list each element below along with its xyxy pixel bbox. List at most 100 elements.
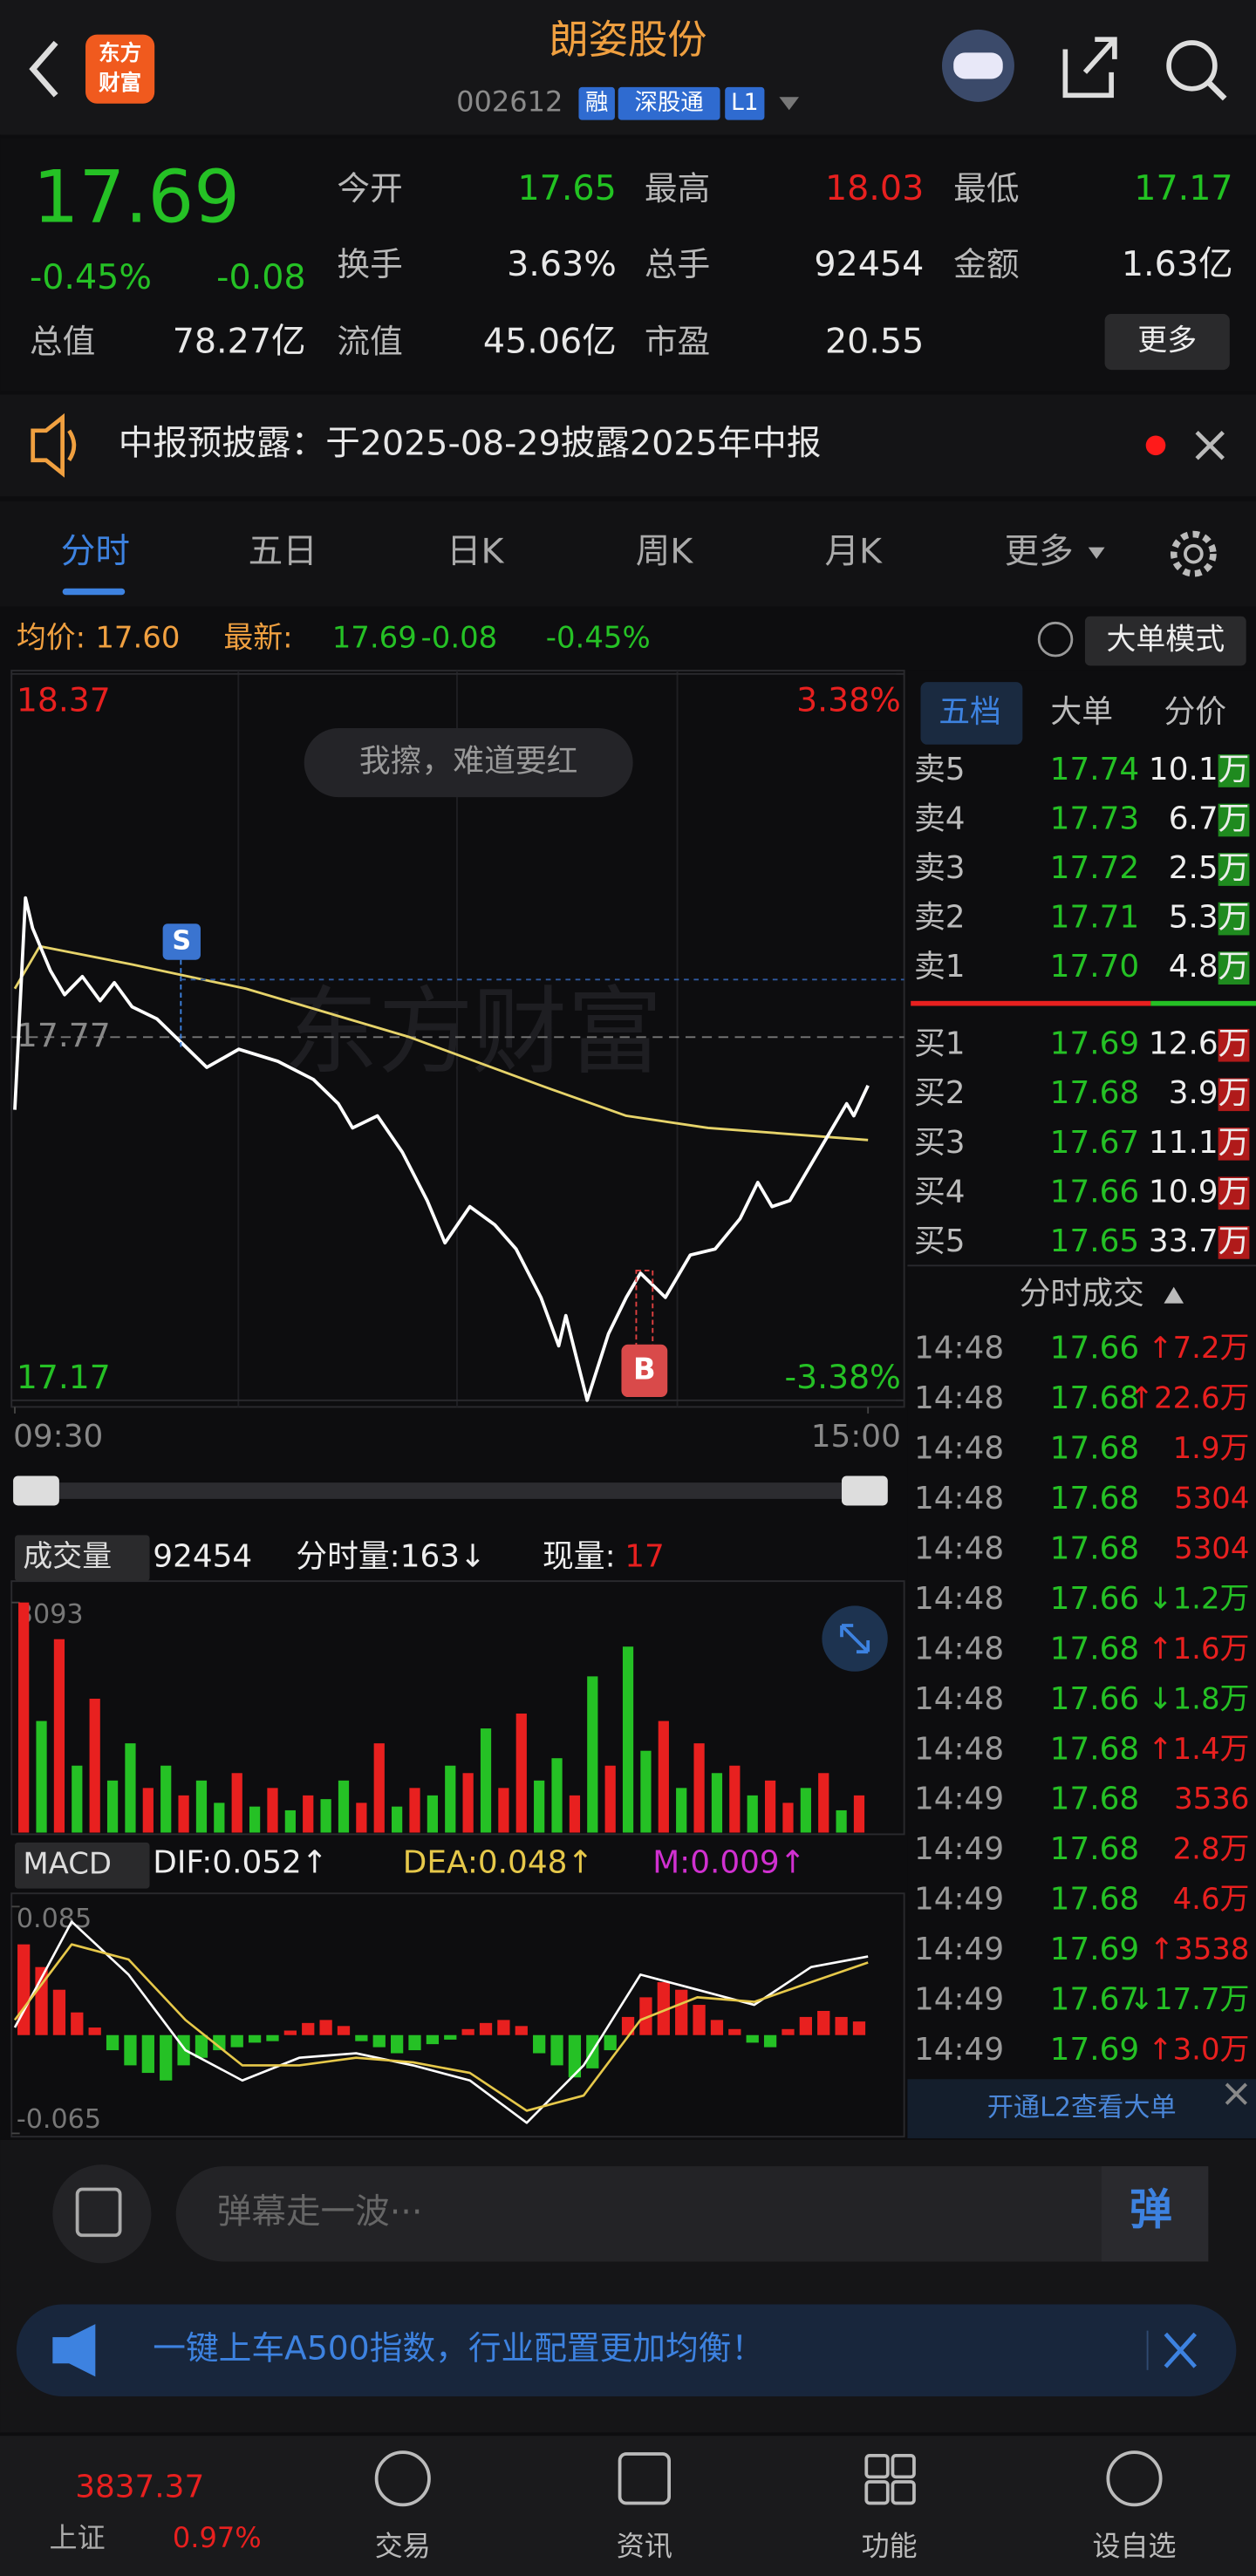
notes-icon[interactable]: [52, 2164, 152, 2264]
tab-underline: [62, 588, 126, 596]
trade-volume: 1.9万: [1173, 1431, 1250, 1465]
help-icon[interactable]: [1037, 621, 1074, 658]
label: 现量:: [543, 1539, 616, 1575]
tab[interactable]: 五日: [249, 532, 317, 572]
volume-bar: [267, 1788, 278, 1833]
logo-text: 东方: [99, 40, 141, 65]
scroll-handle[interactable]: [842, 1475, 888, 1506]
book-price: 17.65: [1050, 1223, 1139, 1259]
x-tick-label: 15:00: [811, 1419, 901, 1455]
volume-bar: [303, 1795, 314, 1833]
book-tab[interactable]: 五档: [939, 694, 1001, 730]
book-tab[interactable]: 分价: [1164, 694, 1226, 730]
nav-item[interactable]: 设自选: [1092, 2529, 1176, 2562]
banner-close[interactable]: [1164, 2332, 1197, 2368]
tab[interactable]: 日K: [447, 532, 505, 572]
trade-price: 17.69: [1050, 1932, 1139, 1967]
more-button[interactable]: [1104, 313, 1230, 371]
dropdown-icon: [779, 97, 800, 111]
input-box[interactable]: [175, 2166, 1209, 2262]
buy-marker: [621, 1344, 668, 1398]
label: DEA:0.048↑: [403, 1844, 594, 1880]
share-icon[interactable]: [1062, 37, 1117, 99]
change: -0.08: [216, 257, 305, 297]
back-icon[interactable]: [29, 40, 58, 98]
trade-price: 17.68: [1050, 1831, 1139, 1867]
book-tab[interactable]: 大单: [1050, 694, 1113, 730]
trade-volume: ↓1.8万: [1148, 1681, 1249, 1715]
book-bg: [907, 670, 1256, 2137]
book-unit-bg: [1218, 951, 1250, 985]
trade-volume: 4.6万: [1173, 1882, 1250, 1916]
macd-bar: [604, 2034, 617, 2051]
nav-item[interactable]: 交易: [375, 2529, 431, 2562]
macd-bar: [355, 2034, 368, 2041]
trade-time: 14:48: [914, 1731, 1004, 1767]
field-label: 今开: [337, 169, 402, 208]
nav-item[interactable]: 功能: [862, 2529, 918, 2562]
tab[interactable]: 分时: [61, 532, 130, 572]
tab[interactable]: 更多: [1005, 532, 1074, 572]
label: M:0.009↑: [652, 1844, 805, 1880]
macd-bar: [372, 2034, 386, 2048]
volume-bar: [392, 1806, 403, 1833]
field-label: 最低: [953, 169, 1019, 208]
label[interactable]: 开通L2查看大单: [987, 2093, 1177, 2123]
field-value: 18.03: [825, 168, 924, 208]
book-volume: 5.3万: [1169, 900, 1250, 936]
macd-bar: [728, 2028, 741, 2035]
book-label: 买5: [914, 1223, 966, 1259]
notice-dot: [1145, 435, 1166, 456]
volume-bar: [320, 1799, 331, 1833]
y-tick-label: 18.37: [17, 680, 111, 719]
banner-bg[interactable]: [16, 2304, 1237, 2396]
trade-volume: ↑3.0万: [1148, 2033, 1249, 2067]
macd-bar: [461, 2028, 474, 2035]
book-price: 17.74: [1050, 752, 1139, 787]
notice-text: 中报预披露：于2025-08-29披露2025年中报: [119, 423, 822, 463]
volume-bar: [427, 1795, 439, 1833]
macd-bar: [390, 2034, 404, 2054]
volume-bar: [106, 1780, 119, 1833]
label[interactable]: 3837.37: [75, 2470, 204, 2505]
volume-bar: [693, 1743, 705, 1833]
tab[interactable]: 月K: [824, 532, 883, 572]
book-price: 17.66: [1050, 1174, 1139, 1210]
macd-bar: [657, 1982, 670, 2035]
label: 分时量:163↓: [296, 1539, 486, 1575]
menu-box[interactable]: [14, 1842, 150, 1889]
mode-button[interactable]: [1084, 616, 1246, 666]
tab[interactable]: 周K: [636, 532, 694, 572]
volume-bar: [640, 1750, 652, 1833]
y-tick-label: 17.17: [17, 1358, 111, 1396]
notice-close[interactable]: [1195, 431, 1225, 460]
trade-time: 14:49: [914, 1932, 1004, 1967]
macd-bar: [283, 2030, 297, 2035]
nav-item[interactable]: 资讯: [617, 2529, 672, 2562]
label: MACD: [23, 1847, 112, 1881]
trade-volume: ↑3538: [1150, 1932, 1250, 1966]
volume-bar: [445, 1765, 456, 1833]
macd-bar: [515, 2026, 528, 2035]
volume-bar: [836, 1809, 847, 1833]
macd-bar: [141, 2034, 154, 2074]
settings-icon[interactable]: [1170, 530, 1217, 577]
macd-bar: [88, 2027, 101, 2035]
trade-time: 14:48: [914, 1581, 1004, 1617]
price-line: [13, 896, 870, 1402]
book-divider: [911, 1000, 1151, 1006]
volume-bar: [534, 1780, 545, 1833]
volume-bar: [498, 1788, 509, 1833]
stock-name: 朗姿股份: [550, 17, 707, 63]
book-unit-bg: [1218, 1078, 1250, 1112]
badge: [578, 86, 615, 120]
macd-bar: [230, 2034, 243, 2048]
label[interactable]: 弹: [1130, 2184, 1172, 2234]
search-icon[interactable]: [1166, 40, 1218, 92]
scroll-handle[interactable]: [13, 1475, 59, 1506]
quote-bg: [0, 138, 1256, 392]
badge-text: L1: [731, 90, 758, 116]
macd-bar: [852, 2021, 866, 2035]
menu-box[interactable]: [14, 1535, 150, 1582]
